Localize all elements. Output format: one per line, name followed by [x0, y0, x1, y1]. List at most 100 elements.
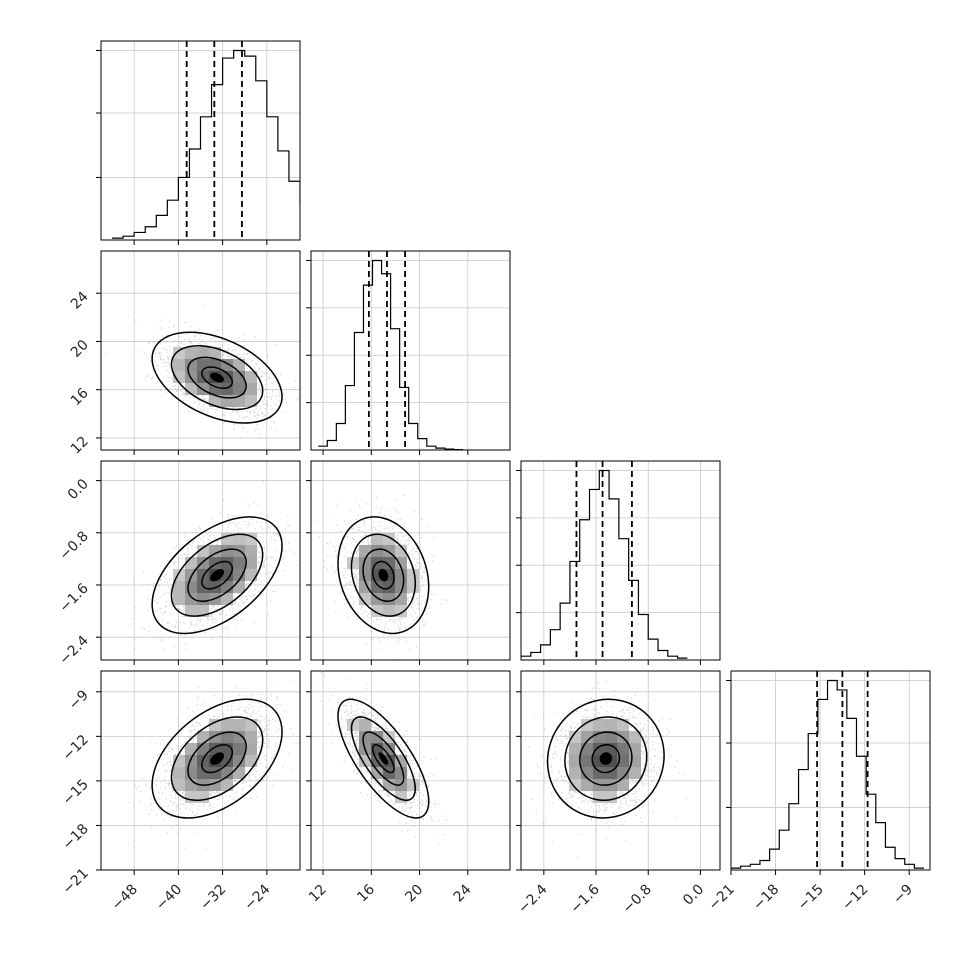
- density-cell: [359, 719, 371, 731]
- panel-frame: [520, 670, 721, 871]
- density-cell: [221, 731, 233, 743]
- density-cell: [245, 383, 257, 395]
- histogram-step-line: [521, 469, 688, 659]
- density-cell: [581, 731, 593, 743]
- density-cell: [233, 755, 245, 767]
- contour-core: [210, 372, 224, 383]
- density-cell: [197, 545, 209, 557]
- density-cell: [383, 605, 395, 617]
- density-layer: [313, 494, 448, 660]
- density-cell: [245, 533, 257, 545]
- contour-level-3: [151, 331, 283, 424]
- density-cell: [245, 371, 257, 383]
- density-cell: [173, 593, 185, 605]
- x-tick-label: −48: [109, 882, 141, 914]
- density-cell: [407, 569, 419, 581]
- density-cell: [233, 719, 245, 731]
- density-cell: [617, 779, 629, 791]
- density-cell: [581, 779, 593, 791]
- density-cell: [569, 731, 581, 743]
- x-tick-label: 0.0: [680, 882, 707, 909]
- density-cell: [371, 581, 383, 593]
- histogram-panel-0: [96, 40, 301, 245]
- x-tick-label: −15: [795, 882, 827, 914]
- density-cell: [209, 581, 221, 593]
- y-tick-label: −21: [60, 866, 92, 898]
- density-cell: [359, 593, 371, 605]
- density-cell: [359, 545, 371, 557]
- density-layer: [527, 680, 687, 859]
- density-cell: [407, 779, 419, 791]
- contour-level-3: [151, 698, 283, 819]
- density-cell: [245, 545, 257, 557]
- density-cell: [185, 755, 197, 767]
- contour-core: [378, 752, 389, 765]
- density-cell: [617, 719, 629, 731]
- y-tick-label: −1.6: [56, 580, 91, 615]
- density-cell: [383, 593, 395, 605]
- density-cell: [383, 779, 395, 791]
- contour-level-1: [187, 731, 247, 786]
- y-tick-label: 24: [68, 289, 92, 313]
- x-tick-label: −2.4: [515, 881, 550, 916]
- density-cell: [209, 395, 221, 407]
- panel-frame: [310, 670, 511, 871]
- density-layer: [127, 671, 300, 850]
- density-cell: [629, 767, 641, 779]
- scatter-points: [127, 671, 300, 850]
- density-cell: [209, 731, 221, 743]
- contour-level-0: [201, 560, 234, 590]
- histogram-panel-1: [306, 250, 511, 455]
- density-cell: [185, 743, 197, 755]
- density-cell: [359, 731, 371, 743]
- density-cell: [185, 791, 197, 803]
- scatter-panel-2-1: [306, 460, 511, 665]
- scatter-panel-3-0: [96, 670, 301, 875]
- histogram-frame: [310, 250, 511, 451]
- contour-level-2: [170, 345, 264, 411]
- y-tick-label: 12: [68, 433, 92, 457]
- density-cell: [173, 767, 185, 779]
- density-cell: [581, 719, 593, 731]
- contour-level-1: [362, 731, 405, 786]
- y-tick-label: −2.4: [56, 633, 91, 668]
- density-cell: [383, 557, 395, 569]
- density-cell: [395, 569, 407, 581]
- x-tick-label: 24: [451, 881, 475, 905]
- density-cell: [233, 581, 245, 593]
- histogram-step-line: [318, 259, 463, 450]
- contour-level-2: [350, 716, 416, 802]
- density-cell: [221, 779, 233, 791]
- y-tick-label: −0.8: [56, 528, 91, 563]
- histogram-frame: [730, 670, 931, 871]
- scatter-panel-2-0: [96, 460, 301, 665]
- x-tick-label: −9: [890, 882, 916, 908]
- panel-frame: [100, 250, 301, 451]
- density-cell: [359, 569, 371, 581]
- contour-level-2: [170, 716, 264, 802]
- x-tick-label: 20: [402, 882, 426, 906]
- density-layer: [320, 672, 447, 846]
- panel-frame: [100, 670, 301, 871]
- density-cell: [221, 767, 233, 779]
- x-tick-label: −40: [153, 882, 185, 914]
- density-cell: [593, 791, 605, 803]
- density-cell: [173, 779, 185, 791]
- density-cell: [173, 347, 185, 359]
- contour-level-0: [372, 560, 395, 590]
- contour-level-3: [151, 516, 283, 635]
- density-cell: [371, 767, 383, 779]
- density-cell: [233, 395, 245, 407]
- contour-level-0: [591, 743, 621, 774]
- density-cell: [581, 767, 593, 779]
- density-cell: [173, 371, 185, 383]
- density-cell: [593, 719, 605, 731]
- y-tick-label: −15: [60, 776, 92, 808]
- panel-frame: [100, 460, 301, 661]
- density-cell: [185, 767, 197, 779]
- contour-level-0: [201, 366, 234, 389]
- density-cell: [197, 731, 209, 743]
- contour-core: [210, 752, 224, 765]
- density-cell: [221, 371, 233, 383]
- density-cell: [221, 569, 233, 581]
